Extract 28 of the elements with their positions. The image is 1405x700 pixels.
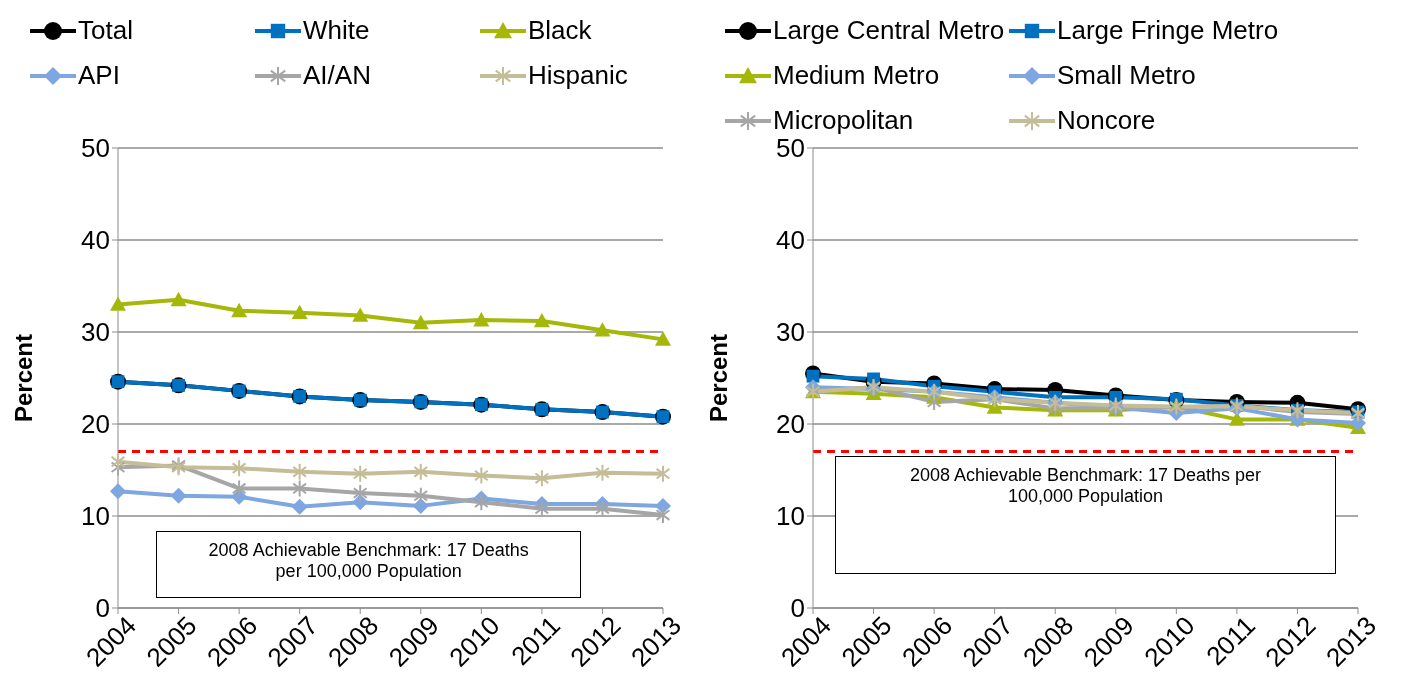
legend-label: White bbox=[303, 15, 370, 46]
legend-label: Small Metro bbox=[1057, 60, 1196, 91]
y-axis-title: Percent bbox=[704, 333, 732, 423]
y-axis-title: Percent bbox=[9, 333, 37, 423]
text-box: 2008 Achievable Benchmark: 17 Deaths per 100,000 Population bbox=[156, 530, 582, 598]
y-tick-label: 10 bbox=[776, 501, 805, 532]
y-tick-label: 20 bbox=[81, 409, 110, 440]
legend-label: Medium Metro bbox=[773, 60, 940, 91]
legend-label: AI/AN bbox=[303, 60, 371, 91]
legend-label: API bbox=[78, 60, 120, 91]
y-tick-label: 20 bbox=[776, 409, 805, 440]
text-box: 2008 Achievable Benchmark: 17 Deaths per 100,000 Population bbox=[834, 456, 1337, 574]
y-tick-label: 40 bbox=[81, 225, 110, 256]
legend-label: Noncore bbox=[1057, 105, 1156, 136]
legend-label: Total bbox=[78, 15, 133, 46]
legend-label: Large Fringe Metro bbox=[1057, 15, 1279, 46]
y-tick-label: 0 bbox=[95, 593, 110, 624]
legend-label: Hispanic bbox=[528, 60, 628, 91]
y-tick-label: 0 bbox=[790, 593, 805, 624]
y-tick-label: 50 bbox=[776, 133, 805, 164]
y-tick-label: 30 bbox=[776, 317, 805, 348]
y-tick-label: 50 bbox=[81, 133, 110, 164]
y-tick-label: 30 bbox=[81, 317, 110, 348]
y-tick-label: 10 bbox=[81, 501, 110, 532]
y-tick-label: 40 bbox=[776, 225, 805, 256]
legend-label: Black bbox=[528, 15, 592, 46]
legend-label: Micropolitan bbox=[773, 105, 914, 136]
legend-label: Large Central Metro bbox=[773, 15, 1005, 46]
